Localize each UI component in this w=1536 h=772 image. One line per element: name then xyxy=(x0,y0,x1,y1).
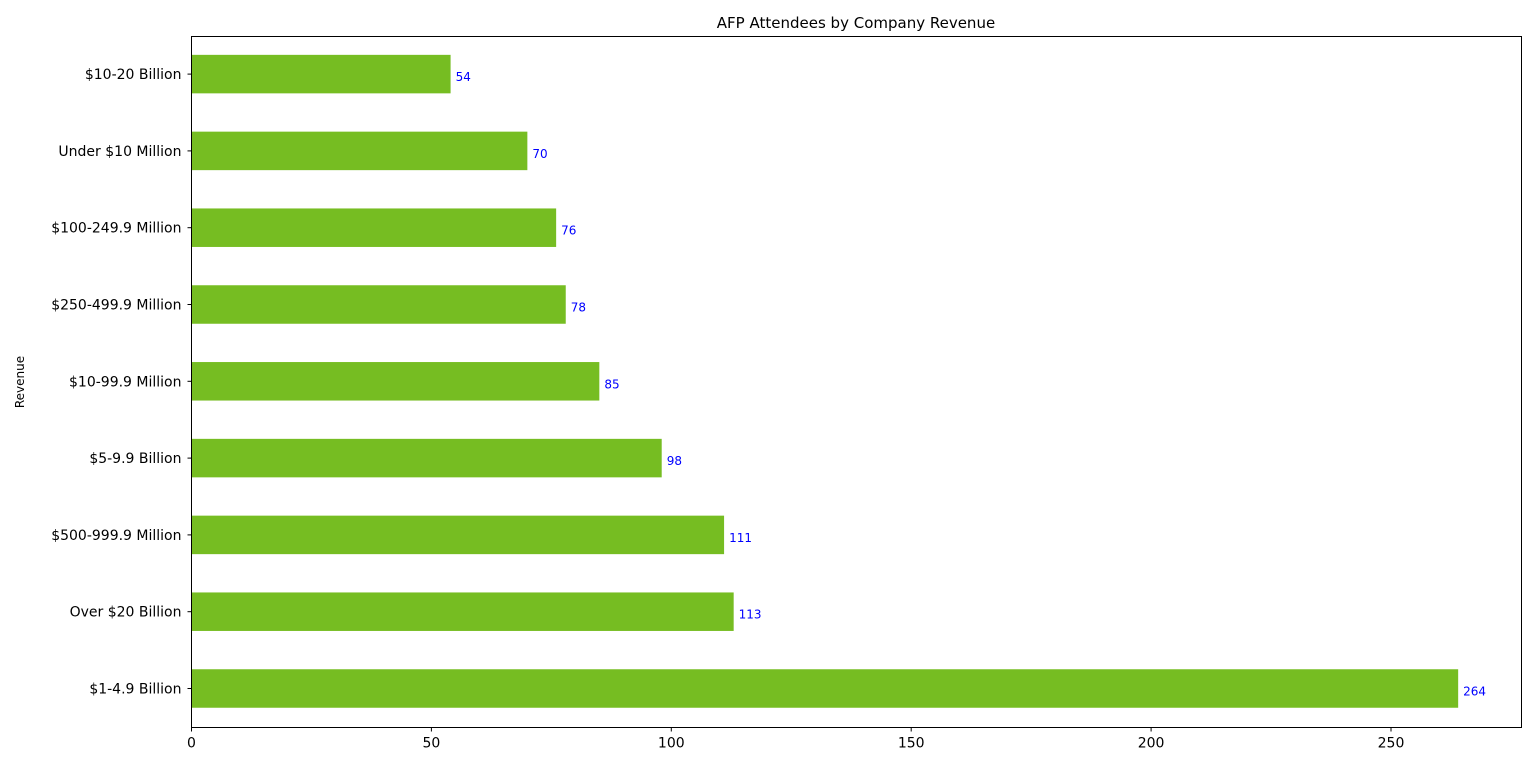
y-tick-label: $500-999.9 Million xyxy=(51,528,181,544)
y-axis-label: Revenue xyxy=(13,356,27,408)
bar-value-label: 78 xyxy=(571,301,586,315)
y-tick-label: $5-9.9 Billion xyxy=(89,451,181,467)
bar-value-label: 98 xyxy=(667,454,682,468)
chart-title: AFP Attendees by Company Revenue xyxy=(717,14,995,32)
bars-layer xyxy=(191,54,1459,708)
y-tick-label: $10-99.9 Million xyxy=(69,374,181,390)
bar xyxy=(191,131,528,171)
y-tick-label: Under $10 Million xyxy=(58,144,181,160)
bar-value-label: 54 xyxy=(456,70,471,84)
bar-value-label: 111 xyxy=(729,531,752,545)
bar xyxy=(191,669,1459,708)
bar xyxy=(191,515,725,555)
y-tick-label: $250-499.9 Million xyxy=(51,298,181,314)
x-tick-label: 100 xyxy=(658,736,685,752)
bar-value-label: 113 xyxy=(739,608,762,622)
x-tick-label: 50 xyxy=(422,736,440,752)
y-tick-label: $100-249.9 Million xyxy=(51,221,181,237)
bar-value-label: 70 xyxy=(532,147,547,161)
bar xyxy=(191,592,734,631)
bar xyxy=(191,362,600,401)
value-labels-layer: 264 113 111 98 85 78 76 70 54 xyxy=(456,70,1486,698)
bar xyxy=(191,438,662,478)
x-tick-label: 0 xyxy=(187,736,196,752)
y-tick-label: $10-20 Billion xyxy=(85,67,182,83)
x-tick-labels: 0 50 100 150 200 250 xyxy=(187,727,1405,752)
bar xyxy=(191,208,557,247)
y-tick-label: $1-4.9 Billion xyxy=(89,682,181,698)
y-tick-labels: $1-4.9 Billion Over $20 Billion $500-999.9… xyxy=(51,67,192,698)
x-tick-label: 150 xyxy=(898,736,925,752)
plot-frame xyxy=(191,36,1522,728)
bar xyxy=(191,54,451,94)
x-tick-label: 250 xyxy=(1378,736,1405,752)
bar-value-label: 85 xyxy=(604,377,619,391)
bar-value-label: 76 xyxy=(561,224,576,238)
x-tick-label: 200 xyxy=(1138,736,1165,752)
bar-value-label: 264 xyxy=(1463,685,1486,699)
y-tick-label: Over $20 Billion xyxy=(70,605,182,621)
bar xyxy=(191,285,566,324)
